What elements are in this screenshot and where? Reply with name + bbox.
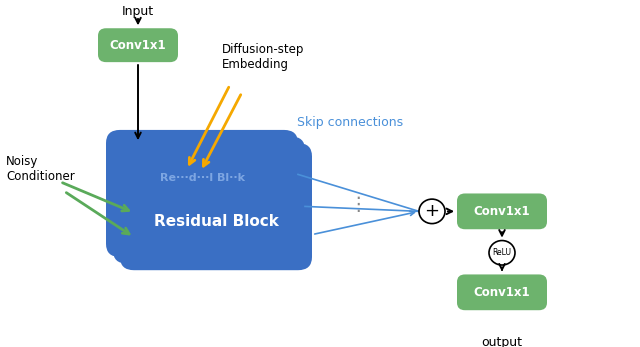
Circle shape	[489, 240, 515, 265]
Text: output: output	[481, 336, 522, 347]
FancyBboxPatch shape	[120, 143, 312, 270]
Text: Residual Block: Residual Block	[154, 214, 278, 229]
Circle shape	[419, 199, 445, 223]
Text: Conv1x1: Conv1x1	[109, 39, 166, 52]
FancyBboxPatch shape	[113, 136, 305, 264]
Text: +: +	[424, 202, 440, 220]
Text: Conv1x1: Conv1x1	[474, 286, 531, 299]
Text: Skip connections: Skip connections	[297, 116, 403, 129]
FancyBboxPatch shape	[98, 28, 178, 62]
FancyBboxPatch shape	[457, 194, 547, 229]
FancyBboxPatch shape	[106, 130, 298, 257]
Text: ReLU: ReLU	[493, 248, 511, 257]
Text: Conv1x1: Conv1x1	[474, 205, 531, 218]
Text: Input: Input	[122, 5, 154, 18]
Text: Diffusion-step
Embedding: Diffusion-step Embedding	[222, 43, 305, 71]
Text: ⋮: ⋮	[348, 195, 368, 214]
Text: Re···d···l Bl··k: Re···d···l Bl··k	[159, 173, 244, 183]
FancyBboxPatch shape	[457, 274, 547, 310]
Text: Noisy
Conditioner: Noisy Conditioner	[6, 155, 75, 183]
